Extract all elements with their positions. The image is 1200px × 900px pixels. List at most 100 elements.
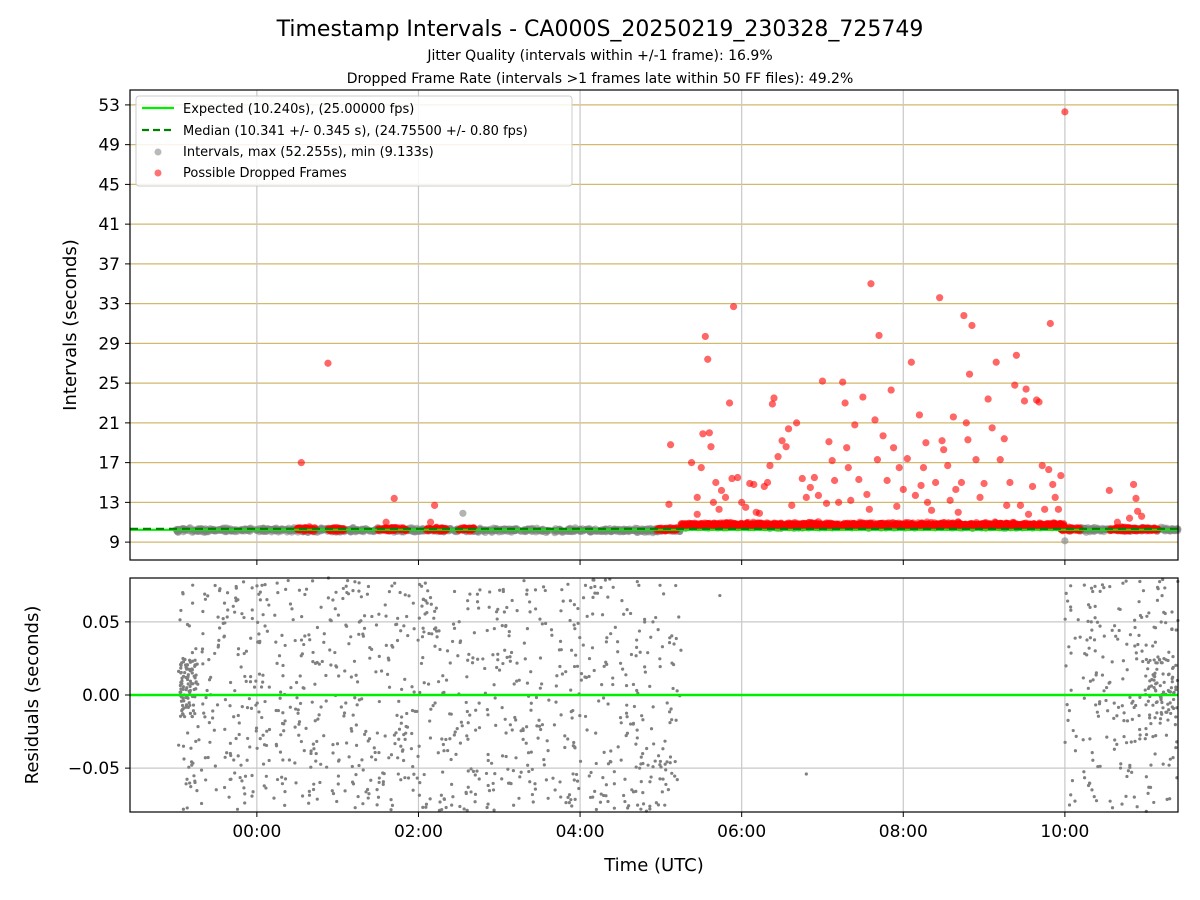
residual-point [315,739,319,744]
residual-point [294,781,298,785]
chart-subtitle-dropped: Dropped Frame Rate (intervals >1 frames … [347,71,854,87]
residual-point [185,686,189,690]
residual-point [560,672,565,676]
residual-point [225,615,229,619]
residual-point [366,584,371,589]
residual-point [496,607,500,611]
residual-point [1070,779,1075,783]
residual-point [276,590,280,595]
residual-point [450,782,454,786]
residual-point [634,645,639,649]
residual-point [179,699,184,703]
residual-point [236,754,240,758]
residual-point [297,722,301,726]
residual-point [654,615,658,620]
residual-point [1130,770,1134,774]
residual-point [1106,709,1110,713]
residual-point [391,645,395,649]
residual-point [242,786,246,790]
residual-point [248,745,252,749]
dropped-frame-point [748,520,757,528]
residual-point [658,583,662,587]
residual-point [234,736,238,741]
residual-point [618,716,623,720]
residual-point [222,601,227,605]
residual-point [1164,621,1168,625]
residual-point [354,743,359,748]
residual-point [531,800,535,804]
residual-point [484,771,489,776]
residual-point [188,668,192,672]
residual-point [656,803,661,807]
residual-point [1107,681,1111,685]
dropped-frame-point [946,496,954,504]
residual-point [1085,638,1089,642]
dropped-frame-point [1016,501,1025,509]
residual-point [492,683,496,687]
residual-point [1122,734,1126,739]
dropped-frame-point [426,518,435,526]
residual-point [374,623,379,627]
residual-point [1069,793,1073,797]
residual-point [1167,708,1171,712]
residual-point [310,700,314,704]
residual-point [249,675,253,679]
residual-point [638,650,642,654]
residual-point [383,603,387,607]
residual-point [517,678,521,682]
residual-point [1121,581,1125,585]
residual-point [265,598,269,602]
residual-point [293,761,297,765]
dropped-frame-point [1000,435,1008,443]
residual-point [302,642,306,647]
residual-point [513,715,517,720]
residual-point [648,804,652,808]
residual-point [239,763,243,767]
residual-point [594,731,598,735]
residual-point [569,710,573,714]
dropped-frame-point [895,463,903,472]
dropped-frame-point [944,462,952,470]
residual-point [402,733,406,737]
residual-point [1121,659,1126,663]
residual-point [537,724,542,728]
residual-point [524,741,528,745]
residual-point [1088,636,1093,640]
residual-point [663,803,667,807]
residual-point [1098,700,1102,704]
residual-point [203,756,207,760]
residual-point [236,713,240,718]
residual-point [606,595,610,599]
dropped-frame-point [960,311,968,320]
residual-point [1155,667,1159,671]
residual-point [503,717,507,721]
residual-point [397,699,401,703]
residual-point [1095,710,1099,714]
chart-title: Timestamp Intervals - CA000S_20250219_23… [276,17,924,42]
dropped-frame-point [774,453,782,461]
dropped-frame-point [927,506,936,514]
residual-point [436,680,441,684]
residual-point [514,756,518,760]
residual-point [319,762,323,766]
residual-point [631,722,635,726]
residual-point [237,732,241,737]
residual-point [213,764,217,768]
residual-point [602,793,606,798]
residual-point [417,616,421,620]
residual-point [359,619,363,623]
residual-point [606,799,610,804]
dropped-frame-point [847,521,855,529]
residual-point [1081,738,1085,742]
residual-point [179,608,183,613]
residual-point [1092,638,1097,642]
residual-point [1161,690,1166,694]
residual-point [384,614,388,618]
residual-point [1122,711,1126,715]
residual-point [421,626,425,630]
residual-point [240,704,244,709]
residual-point [215,703,220,707]
residual-point [473,792,478,796]
residual-point [1151,703,1155,707]
